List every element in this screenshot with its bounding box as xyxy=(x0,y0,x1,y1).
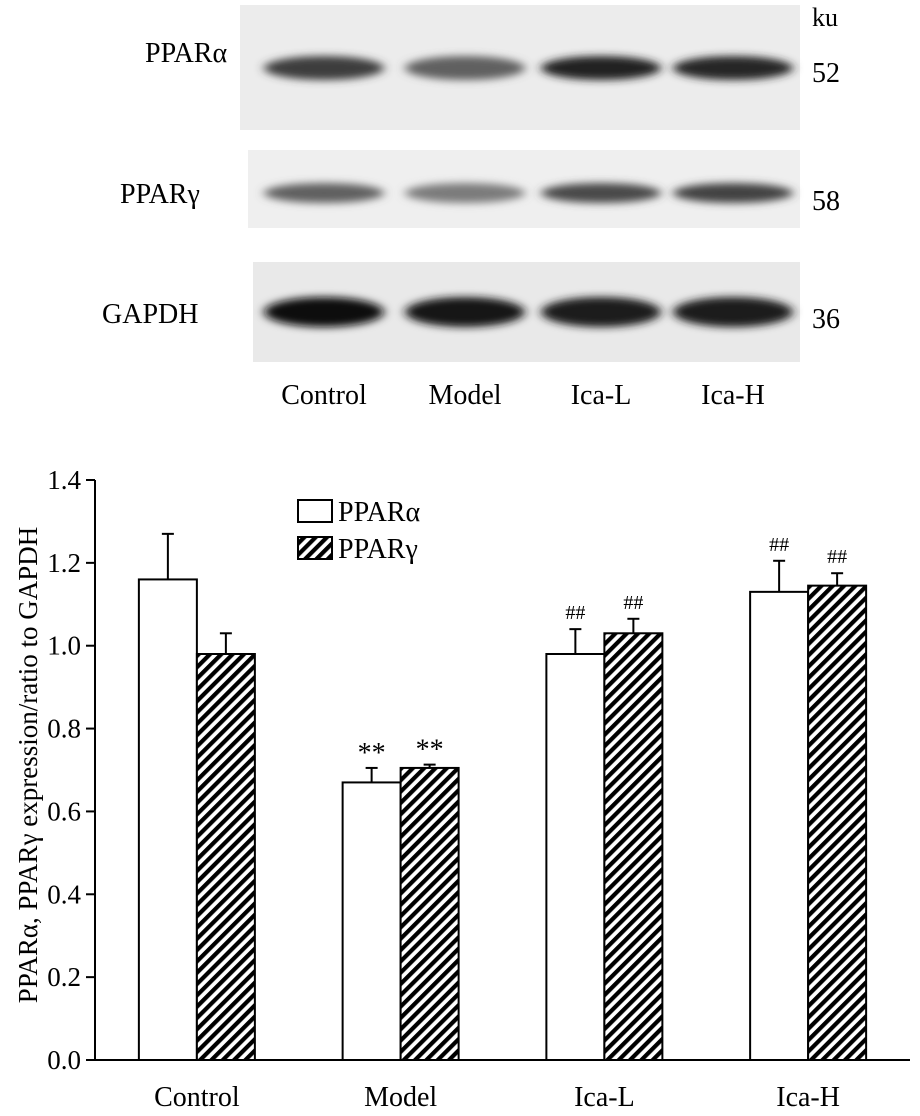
blot-band xyxy=(264,183,384,203)
significance-label: ## xyxy=(769,534,789,556)
bar-pparg xyxy=(399,766,460,1061)
bar-pparg xyxy=(603,632,664,1062)
blot-band xyxy=(264,297,384,327)
blot-band xyxy=(405,56,525,80)
blot-band xyxy=(405,297,525,327)
blot-mw-label-ppara: 52 xyxy=(812,58,840,89)
significance-label: ** xyxy=(358,738,386,769)
blot-band xyxy=(405,183,525,203)
y-tick-label: 1.4 xyxy=(47,465,81,495)
legend-swatch-ppara xyxy=(297,499,333,523)
y-tick-label: 0.2 xyxy=(47,962,81,992)
blot-protein-label-ppara: PPARα xyxy=(145,38,227,69)
blot-unit-label: ku xyxy=(812,3,838,32)
blot-lane-label-model: Model xyxy=(428,380,501,411)
x-tick-label: Ica-H xyxy=(776,1082,840,1113)
chart-legend: PPARα PPARγ xyxy=(297,497,420,565)
blot-protein-label-gapdh: GAPDH xyxy=(102,299,198,330)
significance-label: ## xyxy=(827,546,847,568)
blot-band xyxy=(541,297,661,327)
bar-pparg xyxy=(195,653,256,1061)
blot-band xyxy=(673,297,793,327)
blot-lane-label-ica-l: Ica-L xyxy=(571,380,632,411)
y-tick-label: 0.4 xyxy=(47,879,81,909)
blot-band xyxy=(541,183,661,203)
blot-bands-ppara xyxy=(264,56,793,80)
y-tick-label: 0.0 xyxy=(47,1045,81,1075)
blot-mw-label-pparg: 58 xyxy=(812,186,840,217)
western-blot-panel: ku PPARα 52 PPARγ 58 GAPDH 36 Control Mo… xyxy=(102,3,840,411)
bar-pparg xyxy=(807,584,868,1061)
blot-bands-gapdh xyxy=(264,297,793,327)
blot-band xyxy=(541,56,661,80)
significance-label: ** xyxy=(416,735,444,766)
blot-band xyxy=(673,56,793,80)
blot-mw-label-gapdh: 36 xyxy=(812,304,840,335)
x-tick-label: Model xyxy=(364,1082,437,1113)
legend-label-ppara: PPARα xyxy=(338,497,420,528)
blot-lane-label-ica-h: Ica-H xyxy=(701,380,765,411)
bar-chart: PPARα, PPARγ expression/ratio to GAPDH 0… xyxy=(13,465,910,1113)
x-tick-label: Control xyxy=(154,1082,240,1113)
y-tick-label: 0.8 xyxy=(47,714,81,744)
significance-label: ## xyxy=(623,592,643,614)
bar-ppara xyxy=(749,590,810,1061)
y-tick-label: 0.6 xyxy=(47,796,81,826)
y-axis-label: PPARα, PPARγ expression/ratio to GAPDH xyxy=(13,527,43,1003)
bar-ppara xyxy=(341,781,402,1061)
legend-label-pparg: PPARγ xyxy=(338,534,418,565)
bar-ppara xyxy=(137,578,198,1062)
significance-label: ## xyxy=(565,602,585,624)
blot-protein-label-pparg: PPARγ xyxy=(120,179,200,210)
blot-bands-pparg xyxy=(264,183,793,203)
blot-band xyxy=(264,56,384,80)
blot-lane-label-control: Control xyxy=(281,380,367,411)
legend-swatch-pparg xyxy=(297,536,333,560)
blot-band xyxy=(673,183,793,203)
bar-ppara xyxy=(545,653,606,1061)
chart-bars: ** ** ## ## ## ## xyxy=(137,532,868,1062)
y-tick-label: 1.2 xyxy=(47,548,81,578)
y-tick-label: 1.0 xyxy=(47,631,81,661)
x-tick-label: Ica-L xyxy=(574,1082,635,1113)
